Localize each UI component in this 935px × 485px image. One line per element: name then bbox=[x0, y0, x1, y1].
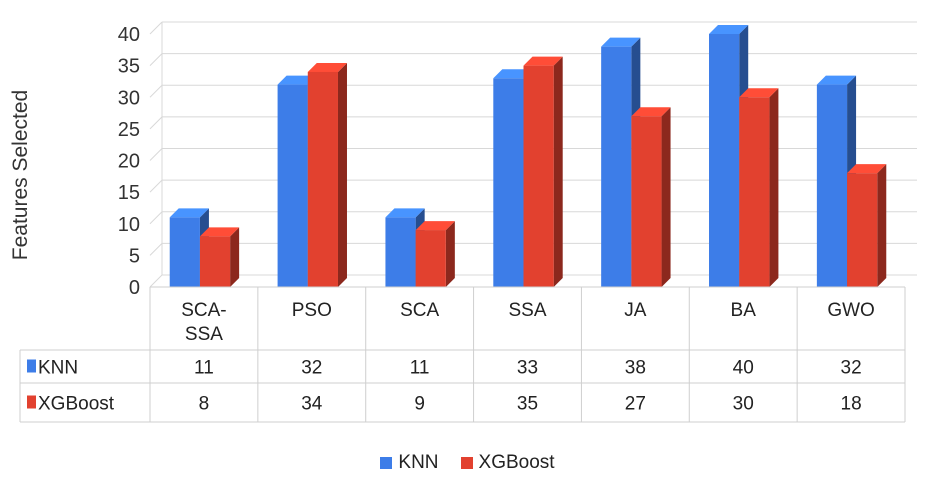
bar-top bbox=[709, 25, 749, 34]
bar-top bbox=[199, 227, 240, 237]
bar-xgboost-sca-ssa bbox=[199, 227, 240, 287]
bar-top bbox=[631, 107, 671, 117]
gridline-diag bbox=[149, 116, 163, 130]
y-tick-label: 25 bbox=[118, 119, 140, 141]
y-tick-label: 20 bbox=[118, 151, 140, 173]
x-category-label-ba: BA bbox=[731, 300, 757, 321]
y-tick-label: 40 bbox=[118, 24, 140, 46]
bar-side bbox=[769, 88, 779, 287]
bar-front bbox=[847, 173, 878, 287]
x-category-label-sca-ssa: SCA- bbox=[181, 300, 226, 321]
x-category-label-sca-ssa: SSA bbox=[185, 324, 223, 345]
data-table: SCA- SSA PSO SCA SSA JA BA GWO KNN 11 32 11 33 38 40 32… bbox=[19, 286, 906, 423]
legend: KNN XGBoost bbox=[0, 452, 935, 474]
bar-front bbox=[631, 116, 662, 287]
bar-top bbox=[523, 56, 563, 66]
table-value-knn-pso: 32 bbox=[301, 358, 322, 379]
bar-side bbox=[877, 164, 887, 287]
bar-xgboost-gwo bbox=[847, 164, 887, 287]
gridline-diag bbox=[149, 179, 163, 193]
table-value-knn-ja: 38 bbox=[625, 358, 646, 379]
gridline-diag bbox=[149, 84, 163, 98]
bar-xgboost-ssa bbox=[523, 56, 563, 287]
table-series-label-knn: KNN bbox=[38, 358, 78, 379]
table-value-xgboost-sca-ssa: 8 bbox=[199, 394, 210, 415]
bar-top bbox=[385, 208, 425, 218]
x-category-label-gwo: GWO bbox=[827, 300, 875, 321]
table-swatch-xgboost bbox=[27, 395, 36, 409]
bar-top bbox=[847, 164, 887, 174]
legend-label-knn: KNN bbox=[398, 452, 439, 473]
bar-side bbox=[230, 227, 240, 287]
bar-front bbox=[277, 84, 308, 287]
bar-xgboost-ba bbox=[739, 88, 779, 287]
table-value-xgboost-ssa: 35 bbox=[517, 394, 538, 415]
bar-top bbox=[307, 62, 347, 72]
gridline-diag bbox=[149, 148, 163, 161]
bar-top bbox=[415, 221, 455, 231]
bar-side bbox=[337, 62, 347, 288]
table-value-knn-ssa: 33 bbox=[517, 358, 538, 379]
y-tick-label: 15 bbox=[118, 182, 140, 204]
legend-swatch-xgboost bbox=[460, 457, 473, 469]
legend-item-knn: KNN bbox=[380, 452, 439, 474]
table-value-xgboost-ja: 27 bbox=[625, 394, 646, 415]
bar-top bbox=[816, 75, 857, 85]
bar-xgboost-ja bbox=[631, 107, 671, 287]
bar-side bbox=[661, 107, 671, 287]
gridline-diag bbox=[149, 21, 163, 35]
y-tick-label: 10 bbox=[118, 214, 140, 236]
y-tick-label: 5 bbox=[129, 245, 140, 267]
y-axis-ticks: 0 5 10 15 20 25 30 35 40 bbox=[118, 24, 140, 299]
table-value-xgboost-gwo: 18 bbox=[841, 394, 862, 415]
table-value-knn-sca: 11 bbox=[410, 358, 430, 379]
bar-top bbox=[169, 208, 209, 218]
bar-front bbox=[493, 78, 524, 288]
bar-front bbox=[709, 34, 740, 287]
y-tick-label: 30 bbox=[118, 87, 140, 109]
table-value-knn-sca-ssa: 11 bbox=[194, 358, 214, 379]
x-category-label-pso: PSO bbox=[292, 300, 332, 321]
gridline-diag bbox=[149, 211, 163, 225]
bar-front bbox=[169, 217, 200, 287]
y-axis-label: Features Selected bbox=[9, 89, 32, 261]
bar-front bbox=[307, 71, 338, 287]
bar-front bbox=[385, 217, 416, 287]
table-value-xgboost-sca: 9 bbox=[414, 394, 425, 415]
y-tick-label: 35 bbox=[118, 56, 140, 78]
bar-front bbox=[601, 46, 632, 288]
table-value-knn-ba: 40 bbox=[733, 358, 754, 379]
y-tick-label: 0 bbox=[129, 277, 140, 299]
bar-top bbox=[739, 88, 779, 98]
table-value-xgboost-pso: 34 bbox=[301, 394, 323, 415]
bar-top bbox=[277, 75, 317, 85]
bar-front bbox=[739, 97, 770, 287]
gridline-diag bbox=[149, 274, 163, 288]
bars bbox=[169, 25, 887, 288]
bar-front bbox=[199, 236, 231, 287]
table-series-label-xgboost: XGBoost bbox=[38, 394, 115, 415]
x-category-label-ssa: SSA bbox=[508, 300, 546, 321]
gridline-diag bbox=[149, 243, 163, 256]
table-value-xgboost-ba: 30 bbox=[733, 394, 754, 415]
legend-item-xgboost: XGBoost bbox=[460, 452, 555, 474]
bar-side bbox=[445, 221, 455, 287]
bar-front bbox=[415, 230, 446, 287]
table-swatch-knn bbox=[27, 359, 36, 373]
bar-top bbox=[493, 69, 533, 79]
y-axis-label-wrap: Features Selected bbox=[6, 60, 36, 290]
bar-xgboost-sca bbox=[415, 221, 455, 287]
table-value-knn-gwo: 32 bbox=[841, 358, 862, 379]
bar-side bbox=[553, 56, 563, 287]
legend-label-xgboost: XGBoost bbox=[478, 452, 555, 473]
bar-front bbox=[523, 65, 554, 287]
bar-top bbox=[601, 37, 641, 47]
x-category-label-ja: JA bbox=[624, 300, 647, 321]
legend-swatch-knn bbox=[380, 457, 393, 469]
bar-front bbox=[816, 84, 848, 287]
bar-xgboost-pso bbox=[307, 62, 347, 288]
x-category-label-sca: SCA bbox=[400, 300, 439, 321]
gridline-diag bbox=[149, 53, 163, 66]
